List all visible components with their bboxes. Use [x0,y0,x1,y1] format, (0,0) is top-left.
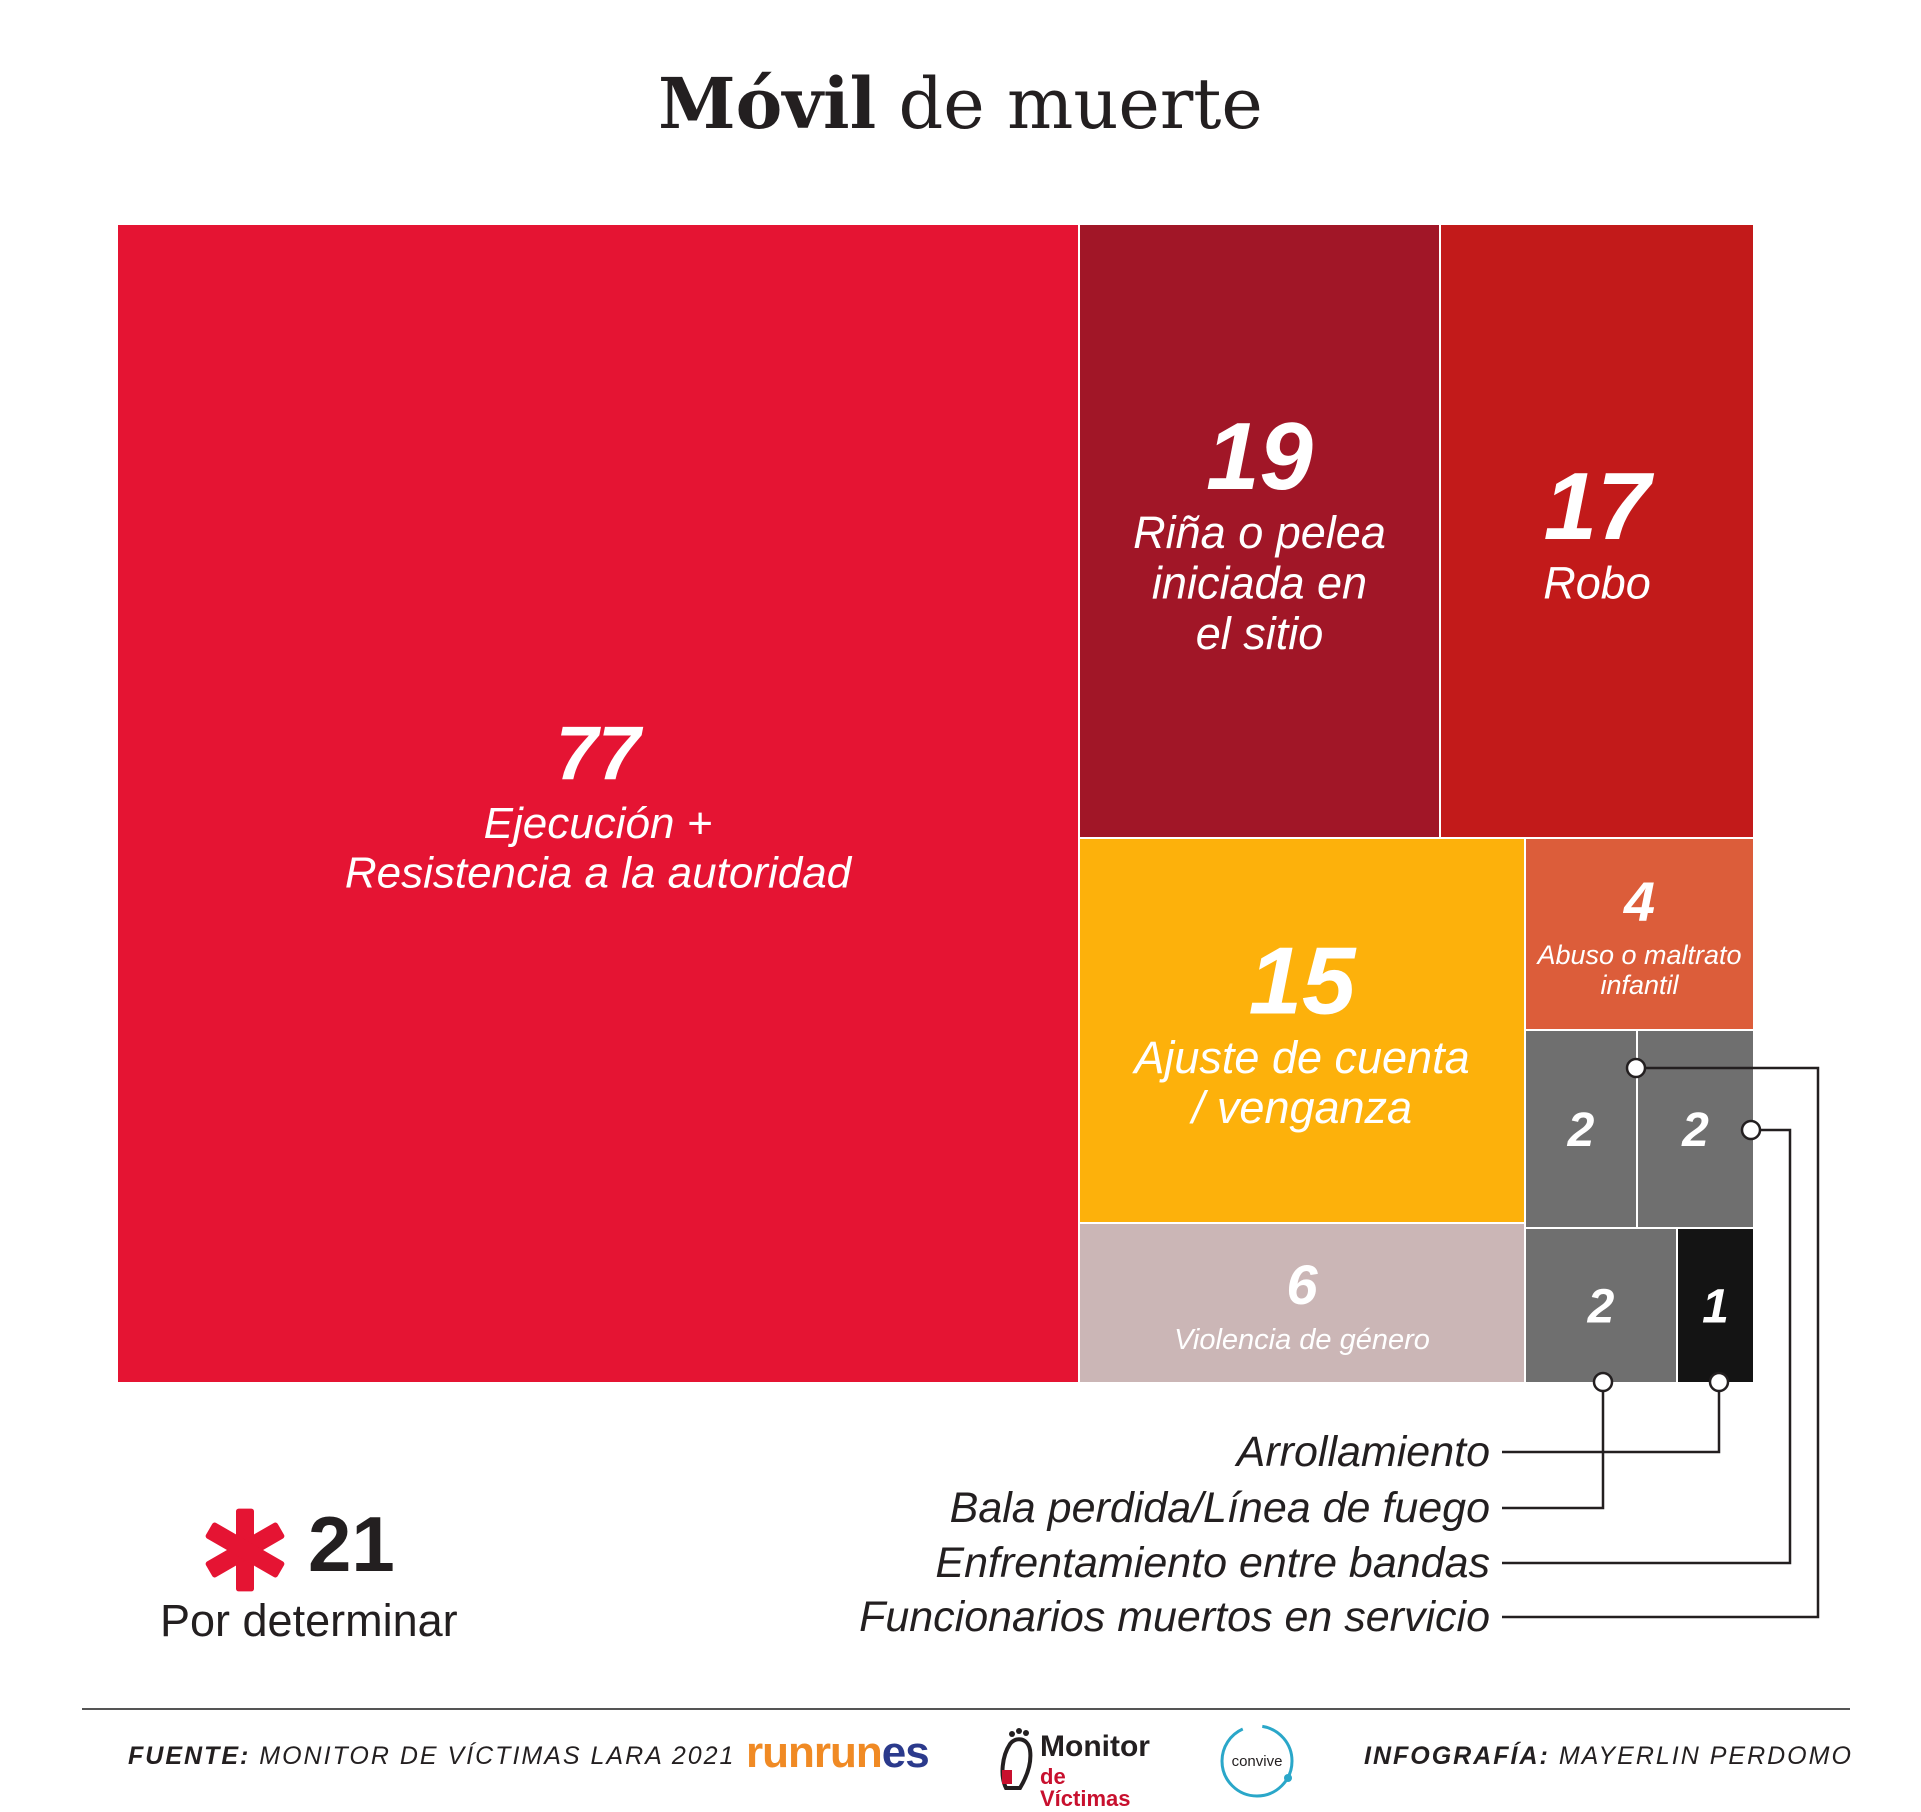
footprint-icon [1000,1728,1033,1790]
runrunes-logo-part2: es [881,1728,930,1777]
callout-label-arrollamiento: Arrollamiento [1234,1428,1490,1476]
label-abuso-1: infantil [1600,970,1679,1000]
treemap-cell-rina [1080,225,1439,837]
label-violencia-0: Violencia de género [1174,1324,1430,1356]
label-robo-0: Robo [1543,558,1651,609]
callout-label-bala: Bala perdida/Línea de fuego [950,1484,1490,1532]
leader-line-funcionarios [1502,1066,1820,1619]
leader-dot-enfrentamiento [1740,1119,1762,1141]
pending-value: 21 [308,1500,395,1588]
treemap-cell-funcionarios [1526,1031,1636,1227]
credit-label: INFOGRAFÍA: [1364,1742,1550,1770]
footer-source: FUENTE: MONITOR DE VÍCTIMAS LARA 2021 [128,1742,735,1771]
value-bala: 2 [1587,1280,1615,1333]
convive-logo: convive [1220,1724,1294,1798]
leader-line-enfrentamiento [1502,1128,1792,1565]
label-ajuste-0: Ajuste de cuenta [1131,1032,1469,1083]
monitor-logo-text: Monitor [1040,1730,1150,1763]
credit-text: MAYERLIN PERDOMO [1558,1742,1853,1770]
value-arrollamiento: 1 [1702,1280,1729,1333]
treemap-cell-arrollamiento [1678,1229,1753,1382]
value-funcionarios: 2 [1567,1104,1595,1157]
treemap-cell-enfrentamiento [1638,1031,1753,1227]
leader-line-bala [1502,1382,1605,1510]
chart-title-bold: Móvil [658,62,877,145]
monitor-victimas-logo: Monitor de Víctimas [998,1726,1150,1810]
label-ejecucion-1: Resistencia a la autoridad [345,848,853,897]
treemap-cell-ajuste [1080,839,1524,1222]
asterisk-icon [205,1508,285,1592]
label-ajuste-1: / venganza [1189,1082,1412,1133]
value-enfrentamiento: 2 [1681,1104,1709,1157]
runrunes-logo: runrunes [746,1728,930,1778]
source-label: FUENTE: [128,1742,251,1770]
value-ejecucion: 77 [556,712,644,797]
treemap-cell-violencia [1080,1224,1524,1382]
monitor-logo-subtext: de Víctimas [1040,1764,1131,1811]
callout-label-enfrentamiento: Enfrentamiento entre bandas [935,1539,1490,1587]
convive-logo-text: convive [1232,1753,1283,1770]
value-abuso: 4 [1623,870,1655,933]
treemap-cell-ejecucion [118,225,1078,1382]
callout-label-funcionarios: Funcionarios muertos en servicio [859,1593,1490,1641]
source-text: MONITOR DE VÍCTIMAS LARA 2021 [259,1742,736,1770]
value-ajuste: 15 [1249,928,1357,1035]
footer-credit: INFOGRAFÍA: MAYERLIN PERDOMO [1364,1742,1853,1771]
leader-line-arrollamiento [1502,1382,1721,1454]
label-rina-2: el sitio [1196,608,1324,659]
value-violencia: 6 [1286,1253,1318,1316]
value-robo: 17 [1544,453,1655,560]
label-ejecucion-0: Ejecución + [484,799,713,848]
label-rina-1: iniciada en [1152,558,1367,609]
leader-dot-bala [1592,1371,1614,1393]
leader-dot-arrollamiento [1708,1371,1730,1393]
chart-title: Móvil de muerte [0,62,1921,145]
footer-divider [82,1708,1850,1710]
value-rina: 19 [1206,403,1313,510]
leader-dot-funcionarios [1625,1057,1647,1079]
treemap-cell-bala [1526,1229,1676,1382]
pending-label: Por determinar [160,1595,458,1646]
label-rina-0: Riña o pelea [1133,507,1386,558]
label-abuso-0: Abuso o maltrato [1535,940,1741,970]
treemap-cell-robo [1441,225,1753,837]
chart-title-rest: de muerte [876,63,1263,145]
treemap-cell-abuso [1526,839,1753,1029]
runrunes-logo-part1: runrun [746,1728,883,1777]
